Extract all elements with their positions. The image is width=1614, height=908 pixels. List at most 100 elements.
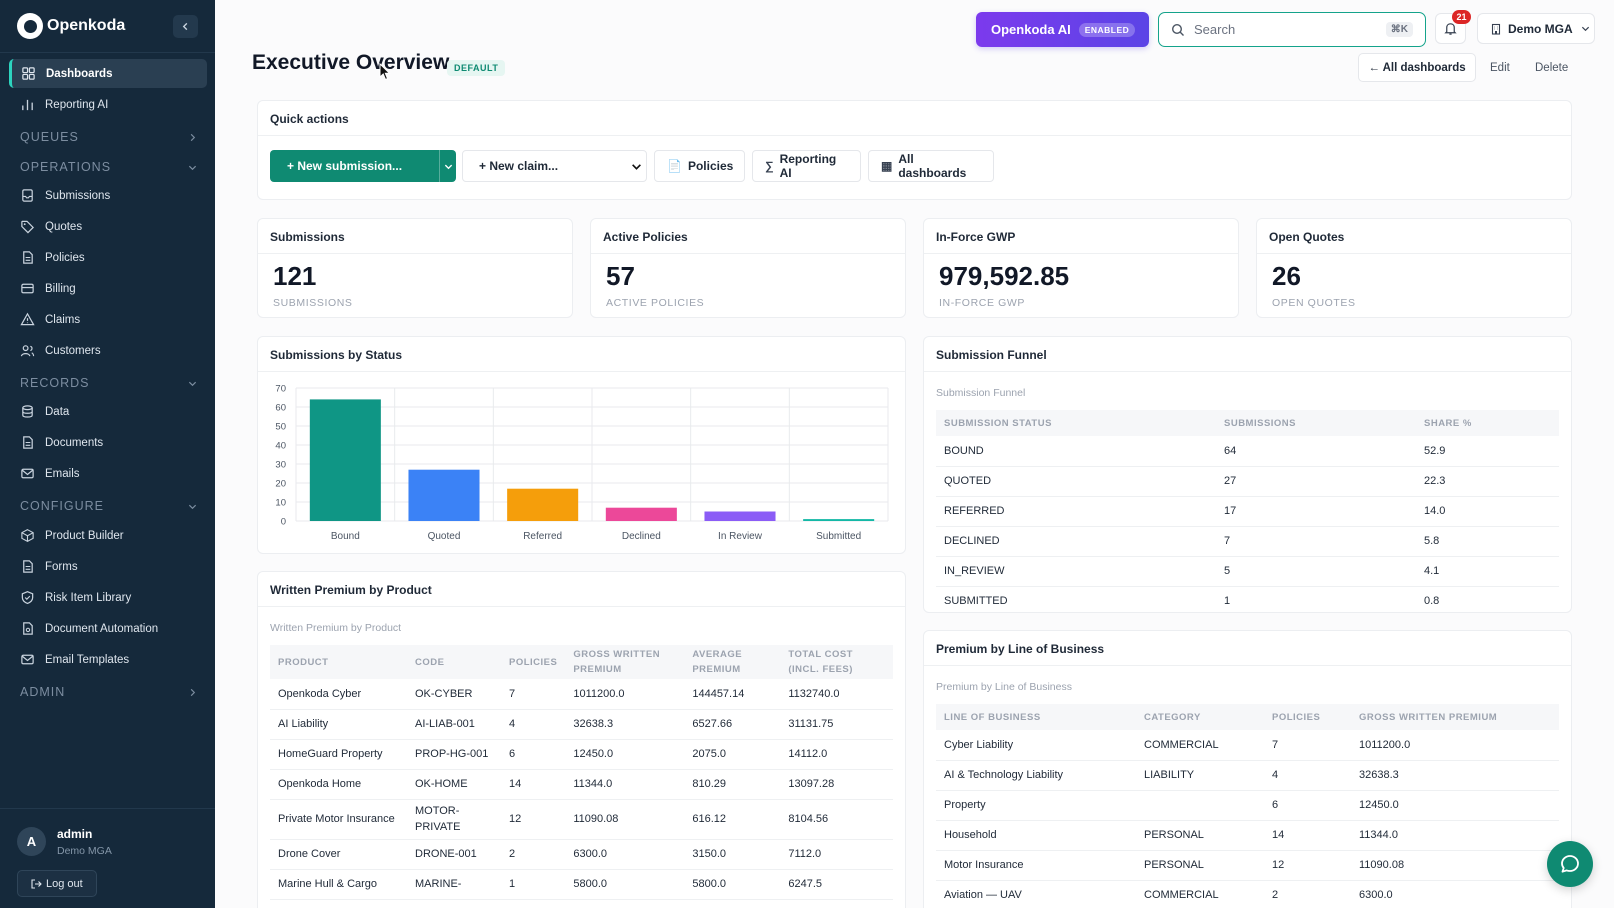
y-tick-label: 20 [275, 479, 286, 490]
status-bar-chart: 0 10 20 30 40 50 60 70 Bound Quoted Referred Declin… [275, 384, 889, 542]
status-cell: REFERRED [936, 496, 1216, 527]
card-title: Written Premium by Product [258, 572, 905, 607]
search-input[interactable] [1194, 22, 1384, 37]
chevron-down-icon [1581, 26, 1589, 32]
sidebar-item-document-automation[interactable]: Document Automation [9, 614, 207, 643]
collapse-sidebar-button[interactable] [173, 15, 198, 38]
table-row: Marine Hull & Cargo MARINE- 1 5800.0 5800.0 6… [270, 869, 893, 900]
count-cell: 17 [1216, 496, 1416, 527]
column-header: CODE [407, 645, 501, 679]
lob-table-wrap: LINE OF BUSINESS CATEGORY POLICIES GROSS… [936, 704, 1559, 908]
table-row: Motor Insurance PERSONAL 12 11090.08 [936, 850, 1559, 881]
count-cell: 7 [1216, 526, 1416, 557]
edit-button[interactable]: Edit [1490, 61, 1510, 74]
mail-icon [21, 468, 34, 479]
section-admin[interactable]: ADMIN [20, 683, 197, 701]
sidebar-item-customers[interactable]: Customers [9, 336, 207, 365]
sidebar-item-risk-item-library[interactable]: Risk Item Library [9, 583, 207, 612]
x-tick-label: Referred [523, 531, 562, 542]
sidebar-item-billing[interactable]: Billing [9, 274, 207, 303]
card-title: Premium by Line of Business [924, 631, 1571, 666]
dashboard-grid-icon [22, 67, 35, 80]
brand[interactable]: Openkoda [0, 0, 215, 53]
all-dashboards-button[interactable]: ← All dashboards [1358, 53, 1476, 82]
sidebar-item-reporting-ai[interactable]: Reporting AI [9, 90, 207, 119]
card-title: Submissions [258, 219, 572, 254]
sidebar-item-label: Dashboards [46, 67, 113, 80]
chevron-down-icon [188, 381, 197, 386]
sidebar-item-product-builder[interactable]: Product Builder [9, 521, 207, 550]
notifications-button[interactable] [1435, 13, 1466, 44]
bar [605, 507, 677, 521]
all-dashboards-quick-button[interactable]: ▦ All dashboards [868, 150, 994, 182]
sidebar-item-claims[interactable]: Claims [9, 305, 207, 334]
section-records[interactable]: RECORDS [20, 374, 197, 392]
sidebar-item-emails[interactable]: Emails [9, 459, 207, 488]
sidebar-item-label: Reporting AI [45, 98, 109, 111]
file-inbox-icon [22, 189, 33, 202]
policies-cell: 4 [501, 709, 566, 740]
openkoda-ai-button[interactable]: Openkoda AI ENABLED [976, 12, 1149, 47]
sidebar-item-documents[interactable]: Documents [9, 428, 207, 457]
reporting-ai-button[interactable]: ∑ Reporting AI [752, 150, 861, 182]
user-org: Demo MGA [57, 845, 112, 857]
code-cell: PROP-HG-001 [407, 739, 501, 770]
avg-premium-cell: 616.12 [684, 799, 781, 840]
lob-cell: Motor Insurance [936, 850, 1136, 881]
y-tick-label: 10 [275, 498, 286, 509]
document-icon: 📄 [667, 159, 682, 173]
chat-button[interactable] [1547, 841, 1593, 887]
sidebar-item-data[interactable]: Data [9, 397, 207, 426]
y-tick-label: 50 [275, 422, 286, 433]
total-cost-cell: 31131.75 [780, 709, 893, 740]
gwp-cell: 32638.3 [565, 709, 685, 740]
reporting-ai-label: Reporting AI [779, 152, 837, 180]
count-cell: 1 [1216, 586, 1416, 612]
table-caption: Premium by Line of Business [936, 681, 1072, 693]
sidebar-item-label: Forms [45, 560, 78, 573]
section-operations[interactable]: OPERATIONS [20, 158, 197, 176]
avatar[interactable]: A [17, 827, 46, 856]
database-icon [22, 405, 33, 418]
search-box[interactable]: ⌘K [1158, 12, 1426, 47]
credit-card-icon [21, 283, 34, 294]
new-submission-button[interactable]: + New submission... [270, 150, 456, 182]
table-row: Aviation — UAV COMMERCIAL 2 6300.0 [936, 880, 1559, 908]
y-tick-label: 60 [275, 403, 286, 414]
sidebar-item-forms[interactable]: Forms [9, 552, 207, 581]
category-cell: PERSONAL [1136, 820, 1264, 851]
notification-count-badge: 21 [1452, 10, 1471, 24]
sidebar-item-quotes[interactable]: Quotes [9, 212, 207, 241]
delete-button[interactable]: Delete [1535, 61, 1569, 74]
sidebar-item-email-templates[interactable]: Email Templates [9, 645, 207, 674]
sidebar-item-policies[interactable]: Policies [9, 243, 207, 272]
new-claim-select[interactable]: + New claim... [462, 150, 647, 182]
document-gear-icon [23, 622, 33, 635]
total-cost-cell: 7112.0 [780, 839, 893, 870]
total-cost-cell: 13097.28 [780, 769, 893, 800]
sidebar-item-dashboards[interactable]: Dashboards [9, 59, 207, 88]
category-cell: COMMERCIAL [1136, 730, 1264, 761]
section-configure[interactable]: CONFIGURE [20, 497, 197, 515]
x-tick-label: Submitted [816, 531, 861, 542]
table-row: DECLINED 7 5.8 [936, 526, 1559, 557]
table-row: IN_REVIEW 5 4.1 [936, 556, 1559, 587]
gwp-cell: 5800.0 [565, 869, 685, 900]
product-cell: Openkoda Cyber [270, 679, 407, 710]
bar [507, 488, 579, 521]
avg-premium-cell: 6527.66 [684, 709, 781, 740]
org-switcher[interactable]: Demo MGA [1477, 13, 1595, 44]
sidebar-item-submissions[interactable]: Submissions [9, 181, 207, 210]
new-submission-dropdown[interactable] [439, 150, 456, 182]
user-panel: A admin Demo MGA Log out [0, 808, 215, 908]
bar [704, 511, 776, 521]
gwp-cell: 12450.0 [565, 739, 685, 770]
column-header: PRODUCT [270, 645, 407, 679]
section-queues[interactable]: QUEUES [20, 128, 197, 146]
logout-button[interactable]: Log out [17, 870, 97, 897]
avg-premium-cell: 2075.0 [684, 739, 781, 770]
policies-button[interactable]: 📄 Policies [654, 150, 745, 182]
kpi-label: OPEN QUOTES [1272, 297, 1356, 309]
sidebar-item-label: Emails [45, 467, 80, 480]
table-header-row: SUBMISSION STATUS SUBMISSIONS SHARE % [936, 410, 1559, 436]
